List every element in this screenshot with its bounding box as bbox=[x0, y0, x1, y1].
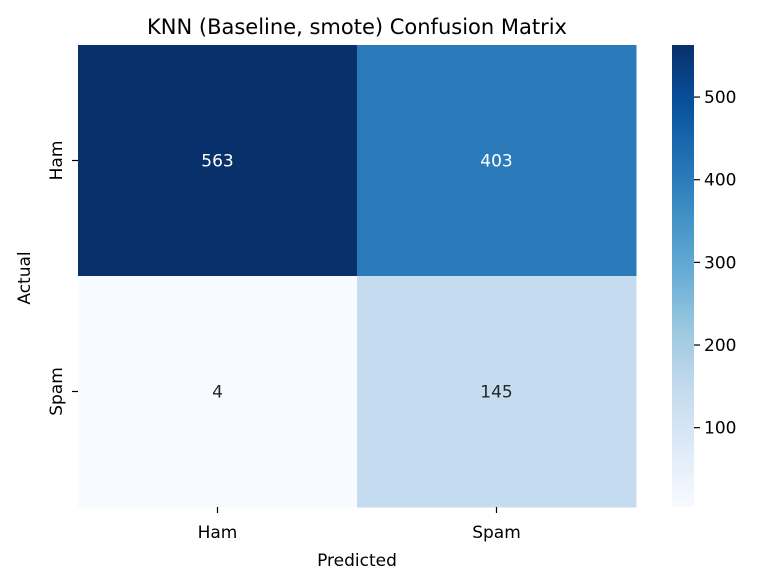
heatmap-cell bbox=[357, 45, 637, 277]
cell-value-label: 563 bbox=[201, 152, 233, 172]
y-axis-label: Actual bbox=[15, 251, 35, 304]
colorbar: 100 200 300 400 500 bbox=[672, 45, 736, 507]
colorbar-tick-label: 300 bbox=[704, 253, 736, 273]
heatmap-cell bbox=[357, 276, 637, 508]
x-tick-label: Ham bbox=[198, 523, 238, 543]
heatmap-cell bbox=[78, 45, 358, 277]
colorbar-gradient bbox=[672, 45, 694, 507]
cell-value-label: 403 bbox=[480, 152, 512, 172]
colorbar-tick-label: 400 bbox=[704, 171, 736, 191]
cell-value-label: 145 bbox=[480, 383, 512, 403]
heatmap-cell-labels: 563 403 4 145 bbox=[201, 152, 512, 403]
heatmap-cells bbox=[78, 45, 637, 508]
x-axis: Ham Spam bbox=[198, 507, 521, 543]
x-axis-label: Predicted bbox=[317, 551, 397, 571]
y-axis: Ham Spam bbox=[47, 141, 78, 416]
colorbar-tick-label: 200 bbox=[704, 336, 736, 356]
cell-value-label: 4 bbox=[212, 383, 223, 403]
heatmap-cell bbox=[78, 276, 358, 508]
colorbar-tick-label: 100 bbox=[704, 419, 736, 439]
chart-title: KNN (Baseline, smote) Confusion Matrix bbox=[147, 15, 567, 39]
y-tick-label: Spam bbox=[47, 367, 67, 416]
y-tick-label: Ham bbox=[47, 141, 67, 181]
x-tick-label: Spam bbox=[472, 523, 521, 543]
colorbar-tick-label: 500 bbox=[704, 88, 736, 108]
